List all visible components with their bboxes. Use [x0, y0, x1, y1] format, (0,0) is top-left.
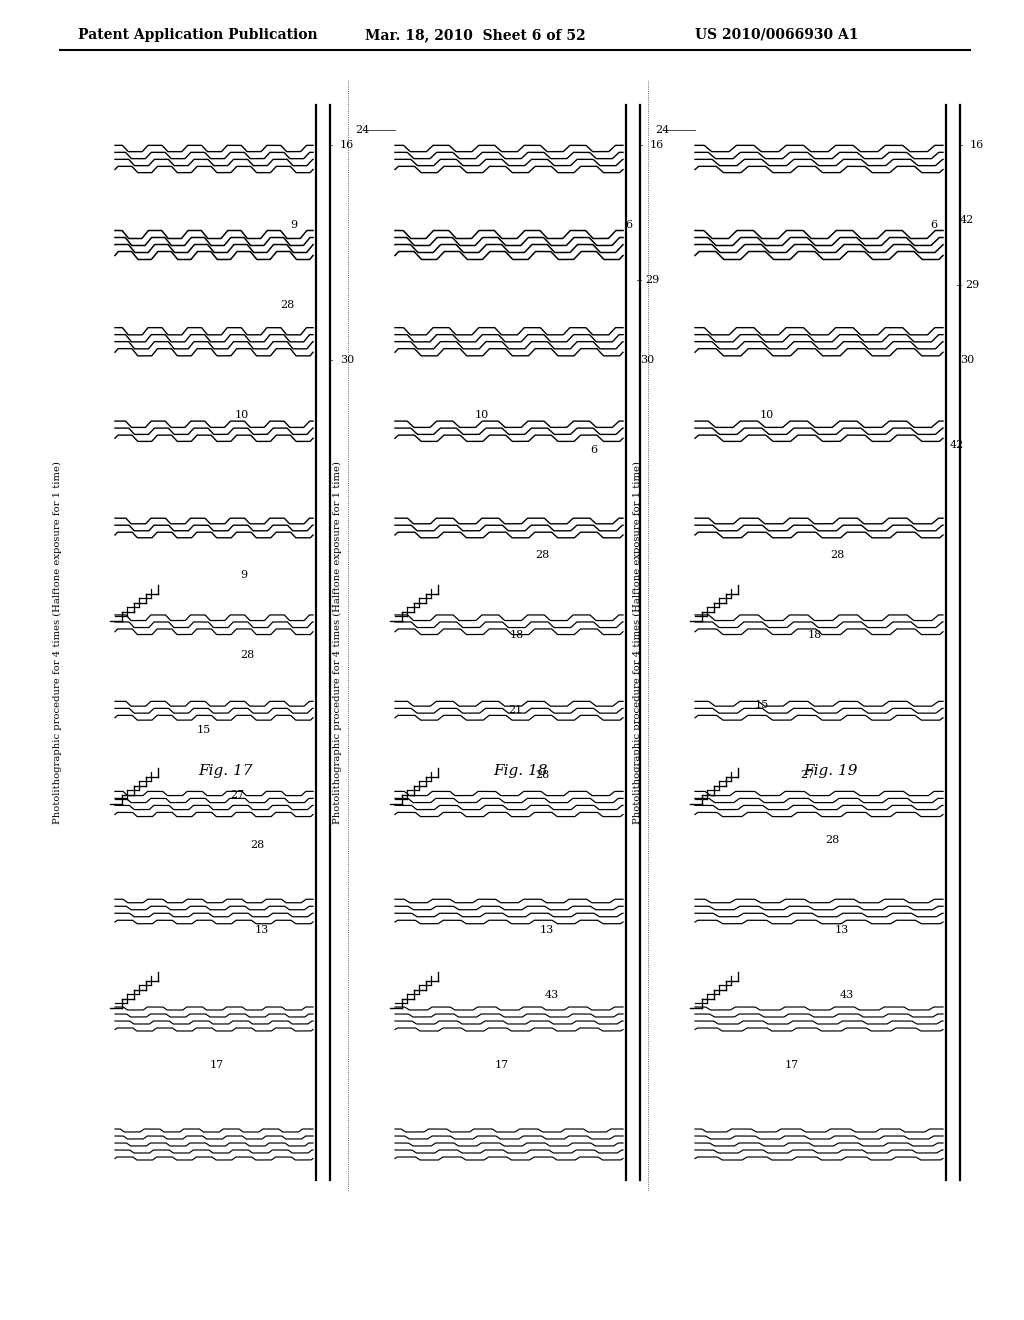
- Text: Fig. 18: Fig. 18: [494, 764, 548, 779]
- Text: Photolithographic procedure for 4 times (Halftone exposure for 1 time): Photolithographic procedure for 4 times …: [52, 461, 61, 824]
- Text: 10: 10: [475, 411, 489, 420]
- Text: 17: 17: [495, 1060, 509, 1071]
- Text: 16: 16: [650, 140, 665, 150]
- Text: 6: 6: [930, 220, 937, 230]
- Text: Photolithographic procedure for 4 times (Halftone exposure for 1 time): Photolithographic procedure for 4 times …: [633, 461, 642, 824]
- Text: 13: 13: [835, 925, 849, 935]
- Text: 27: 27: [230, 789, 244, 800]
- Text: 27: 27: [800, 770, 814, 780]
- Text: 43: 43: [840, 990, 854, 1001]
- Text: 17: 17: [785, 1060, 799, 1071]
- Text: 28: 28: [825, 836, 840, 845]
- Text: 28: 28: [535, 770, 549, 780]
- Text: 16: 16: [970, 140, 984, 150]
- Text: 13: 13: [540, 925, 554, 935]
- Text: 10: 10: [760, 411, 774, 420]
- Text: US 2010/0066930 A1: US 2010/0066930 A1: [695, 28, 858, 42]
- Text: 30: 30: [340, 355, 354, 366]
- Text: 28: 28: [830, 550, 844, 560]
- Text: Fig. 19: Fig. 19: [803, 764, 858, 779]
- Text: Patent Application Publication: Patent Application Publication: [78, 28, 317, 42]
- Text: 30: 30: [961, 355, 974, 366]
- Text: 43: 43: [545, 990, 559, 1001]
- Text: 42: 42: [950, 440, 965, 450]
- Text: 42: 42: [961, 215, 974, 224]
- Text: 17: 17: [210, 1060, 224, 1071]
- Text: 9: 9: [290, 220, 297, 230]
- Text: 15: 15: [197, 725, 211, 735]
- Text: 15: 15: [755, 700, 769, 710]
- Text: 21: 21: [508, 705, 522, 715]
- Text: 28: 28: [240, 649, 254, 660]
- Text: 28: 28: [250, 840, 264, 850]
- Text: 9: 9: [240, 570, 247, 579]
- Text: 30: 30: [640, 355, 654, 366]
- Text: Fig. 17: Fig. 17: [199, 764, 253, 779]
- Text: Photolithographic procedure for 4 times (Halftone exposure for 1 time): Photolithographic procedure for 4 times …: [333, 461, 342, 824]
- Text: 29: 29: [645, 275, 659, 285]
- Text: 24: 24: [655, 125, 670, 135]
- Text: 29: 29: [965, 280, 979, 290]
- Text: 13: 13: [255, 925, 269, 935]
- Text: 6: 6: [625, 220, 632, 230]
- Text: Mar. 18, 2010  Sheet 6 of 52: Mar. 18, 2010 Sheet 6 of 52: [365, 28, 586, 42]
- Text: 28: 28: [535, 550, 549, 560]
- Text: 18: 18: [808, 630, 822, 640]
- Text: 6: 6: [590, 445, 597, 455]
- Text: 16: 16: [340, 140, 354, 150]
- Text: 28: 28: [280, 300, 294, 310]
- Text: 10: 10: [234, 411, 249, 420]
- Text: 18: 18: [510, 630, 524, 640]
- Text: 24: 24: [355, 125, 370, 135]
